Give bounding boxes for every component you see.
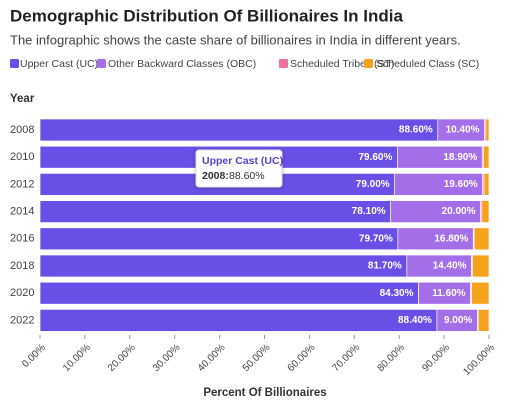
- tooltip: Upper Cast (UC) 2008: 88.60%: [195, 149, 283, 188]
- bar-segment: [483, 145, 490, 169]
- bar-segment: [485, 118, 490, 142]
- y-tick-label: 2020: [10, 287, 34, 299]
- x-tick-label: 70.00%: [331, 342, 363, 374]
- x-tick-label: 10.00%: [61, 342, 93, 374]
- y-tick-label: 2008: [10, 124, 34, 136]
- value-label: 81.70%: [368, 261, 402, 272]
- bar-segment: [39, 200, 392, 223]
- x-tick-label: 90.00%: [420, 342, 452, 374]
- legend-swatch: [97, 59, 106, 68]
- value-label: 79.70%: [359, 233, 393, 244]
- bar-segment: [477, 309, 490, 332]
- bar-segment: [473, 227, 490, 251]
- x-tick-label: 40.00%: [196, 342, 228, 374]
- legend-label: Scheduled Class (SC): [376, 58, 479, 70]
- bar-segment: [483, 173, 490, 196]
- chart-title: Demographic Distribution Of Billionaires…: [10, 6, 403, 25]
- value-label: 18.90%: [443, 152, 477, 163]
- value-label: 78.10%: [352, 206, 386, 217]
- tooltip-title: Upper Cast (UC): [202, 155, 283, 167]
- x-tick-label: 100.00%: [461, 342, 497, 378]
- x-axis-title: Percent Of Billionaires: [203, 387, 326, 399]
- y-tick-label: 2018: [10, 260, 34, 272]
- x-tick-label: 50.00%: [241, 342, 273, 374]
- x-tick-label: 80.00%: [375, 342, 407, 374]
- value-label: 9.00%: [444, 315, 472, 326]
- bar-segment: [471, 281, 490, 305]
- bar-segment: [472, 254, 490, 278]
- value-label: 79.00%: [356, 179, 390, 190]
- legend-swatch: [10, 59, 19, 68]
- x-tick-label: 30.00%: [151, 342, 183, 374]
- chart-subtitle: The infographic shows the caste share of…: [10, 32, 461, 47]
- tooltip-box: [195, 149, 283, 188]
- legend-label: Other Backward Classes (OBC): [108, 58, 256, 70]
- tooltip-value: 88.60%: [229, 170, 265, 182]
- bar-segment: [39, 227, 399, 251]
- y-tick-label: 2012: [10, 178, 34, 190]
- x-tick-label: 20.00%: [106, 342, 138, 374]
- bar-segment: [481, 200, 490, 223]
- value-label: 88.60%: [399, 125, 433, 136]
- value-label: 84.30%: [380, 288, 414, 299]
- value-label: 10.40%: [446, 125, 480, 136]
- value-label: 19.60%: [444, 179, 478, 190]
- plot: Upper Cast (UC) Other Backward Classes (O…: [10, 58, 497, 378]
- value-label: 11.60%: [432, 288, 465, 299]
- y-tick-label: 2014: [10, 206, 34, 218]
- bar-segment: [39, 118, 439, 142]
- bar-segment: [39, 281, 419, 305]
- x-tick-label: 0.00%: [20, 342, 48, 370]
- bar-segment: [39, 254, 408, 278]
- tooltip-category: 2008:: [202, 170, 229, 182]
- value-label: 88.40%: [398, 315, 432, 326]
- y-tick-label: 2022: [10, 314, 34, 326]
- value-label: 14.40%: [433, 261, 467, 272]
- value-label: 20.00%: [442, 206, 476, 217]
- legend-label: Upper Cast (UC): [20, 58, 98, 70]
- y-tick-label: 2010: [10, 151, 34, 163]
- y-tick-label: 2016: [10, 233, 34, 245]
- y-axis-title: Year: [10, 93, 35, 105]
- legend-swatch: [279, 59, 288, 68]
- legend-swatch: [364, 59, 373, 68]
- value-label: 16.80%: [434, 233, 468, 244]
- value-label: 79.60%: [358, 152, 392, 163]
- x-tick-label: 60.00%: [286, 342, 318, 374]
- bar-segment: [39, 309, 438, 332]
